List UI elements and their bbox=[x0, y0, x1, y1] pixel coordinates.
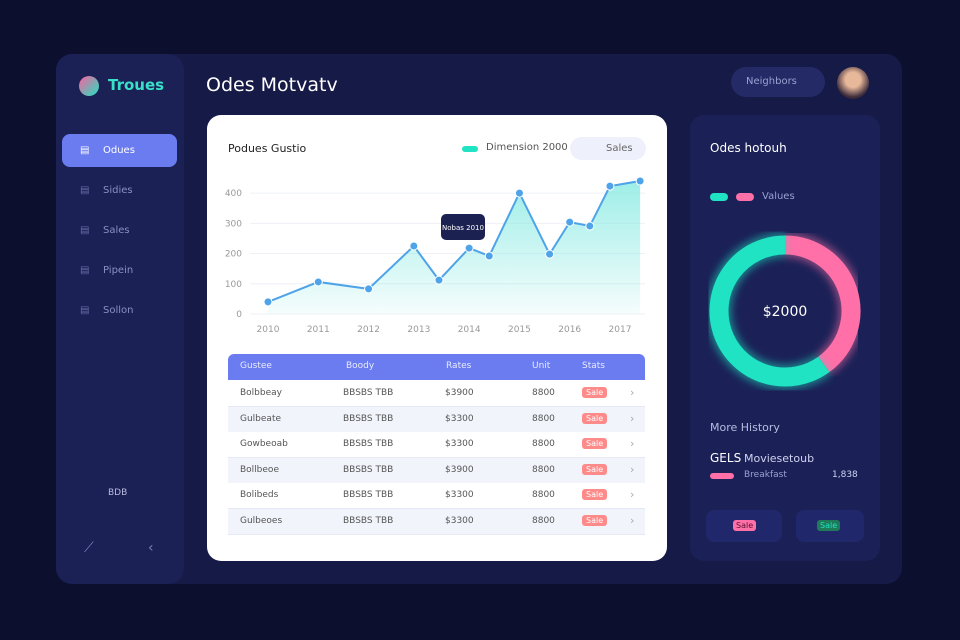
search-text: Neighbors bbox=[746, 76, 797, 87]
row-bg bbox=[228, 381, 645, 407]
cell: 8800 bbox=[532, 413, 555, 424]
page-title: Odes Motvatv bbox=[206, 74, 338, 96]
cell: $3300 bbox=[445, 439, 474, 450]
cell: 8800 bbox=[532, 388, 555, 398]
cell: $3300 bbox=[445, 516, 474, 526]
cell: 8800 bbox=[532, 439, 555, 450]
cell: Gulbeoes bbox=[240, 516, 283, 526]
chart-title: Podues Gustio bbox=[228, 142, 307, 155]
search[interactable] bbox=[731, 67, 825, 97]
cell: Bollbeoe bbox=[240, 464, 279, 475]
collapse[interactable]: ‹ bbox=[148, 540, 154, 556]
badge: Sale bbox=[733, 520, 757, 531]
row-chevron[interactable]: › bbox=[630, 462, 635, 476]
cell: $3900 bbox=[445, 464, 474, 475]
row-chevron[interactable]: › bbox=[630, 386, 635, 399]
status-badge: Sale bbox=[582, 387, 608, 398]
row-chevron[interactable]: › bbox=[630, 514, 635, 527]
cell: Gowbeoab bbox=[240, 439, 288, 450]
nav-item[interactable]: Sidies bbox=[103, 185, 133, 196]
cell: $3300 bbox=[445, 413, 474, 424]
table-header bbox=[228, 354, 645, 380]
nav-icon[interactable]: ▤ bbox=[80, 265, 90, 276]
legend-swatch bbox=[736, 193, 754, 201]
cell: Gulbeate bbox=[240, 413, 282, 424]
status-badge: Sale bbox=[582, 489, 608, 501]
icon[interactable]: ⟋ bbox=[84, 540, 94, 556]
nav-icon[interactable]: ▤ bbox=[80, 305, 90, 316]
cell: BBSBS TBB bbox=[343, 439, 394, 450]
cell: BBSBS TBB bbox=[343, 388, 394, 398]
logo-icon bbox=[79, 76, 99, 96]
status-badge: Sale bbox=[582, 412, 608, 424]
sidebar-footer: BDB bbox=[108, 488, 128, 498]
nav-icon[interactable]: ▤ bbox=[80, 145, 90, 156]
row-bg bbox=[228, 457, 645, 484]
cell: 8800 bbox=[532, 464, 555, 475]
status-badge: Sale bbox=[582, 463, 608, 475]
legend-swatch bbox=[462, 146, 478, 152]
history-value: 1,838 bbox=[832, 470, 858, 480]
filter-button-text: Sales bbox=[606, 143, 633, 154]
nav-item[interactable]: Pipein bbox=[103, 265, 134, 276]
cell: $3300 bbox=[445, 490, 474, 501]
cell: 8800 bbox=[532, 516, 555, 526]
avatar[interactable] bbox=[837, 67, 869, 99]
donut-legend: Values bbox=[762, 191, 795, 202]
legend-swatch bbox=[710, 193, 728, 201]
cell: Bolibeds bbox=[240, 490, 279, 501]
cell: BBSBS TBB bbox=[343, 413, 394, 424]
column-header: Gustee bbox=[240, 361, 272, 371]
nav-item[interactable]: Sales bbox=[103, 225, 130, 236]
row-bg bbox=[228, 483, 645, 510]
cell: 8800 bbox=[532, 490, 555, 501]
cell: BBSBS TBB bbox=[343, 464, 394, 475]
right-panel bbox=[690, 115, 880, 561]
row-chevron[interactable]: › bbox=[630, 437, 635, 451]
history-sub: Breakfast bbox=[744, 470, 787, 480]
history-badge bbox=[710, 473, 734, 479]
row-chevron[interactable]: › bbox=[630, 411, 635, 425]
history-code: GELS bbox=[710, 451, 742, 465]
panel-title: Odes hotouh bbox=[710, 141, 787, 155]
column-header: Stats bbox=[582, 361, 605, 371]
row-bg bbox=[228, 432, 645, 459]
cell: Bolbbeay bbox=[240, 388, 282, 398]
nav-item[interactable]: Sollon bbox=[103, 305, 134, 316]
column-header: Boody bbox=[346, 361, 375, 371]
status-badge: Sale bbox=[582, 515, 608, 526]
history-title: More History bbox=[710, 421, 780, 434]
cell: $3900 bbox=[445, 388, 474, 398]
badge: Sale bbox=[817, 520, 841, 531]
row-chevron[interactable]: › bbox=[630, 488, 635, 502]
cell: BBSBS TBB bbox=[343, 490, 394, 501]
filter-button[interactable] bbox=[570, 137, 646, 160]
status-badge: Sale bbox=[582, 438, 608, 450]
column-header: Unit bbox=[532, 361, 551, 371]
logo: Troues bbox=[108, 76, 165, 94]
nav-item[interactable]: Odues bbox=[103, 145, 135, 156]
row-bg bbox=[228, 406, 645, 433]
column-header: Rates bbox=[446, 361, 472, 371]
history-name: Moviesetoub bbox=[744, 452, 815, 465]
nav-icon[interactable]: ▤ bbox=[80, 225, 90, 236]
nav-icon[interactable]: ▤ bbox=[80, 185, 90, 196]
cell: BBSBS TBB bbox=[343, 516, 394, 526]
nav-active[interactable] bbox=[62, 134, 177, 167]
row-bg bbox=[228, 509, 645, 535]
legend: Dimension 2000 bbox=[486, 142, 568, 153]
